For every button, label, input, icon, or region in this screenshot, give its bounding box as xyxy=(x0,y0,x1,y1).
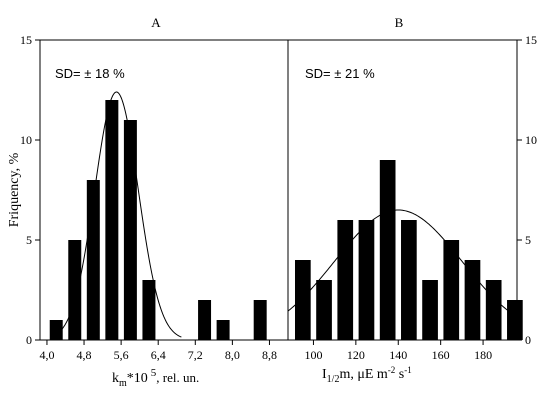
panel-a-title: A xyxy=(151,15,161,30)
panel-b-y-tick-label-3: 15 xyxy=(525,33,537,47)
panel-b-bar-8 xyxy=(464,260,481,340)
panel-b-x-tick-label-4: 180 xyxy=(474,348,492,362)
panel-a-y-tick-label-0: 0 xyxy=(26,333,32,347)
xlabel-b-rest2: s xyxy=(395,367,404,382)
panel-b-bar-10 xyxy=(507,300,523,340)
panel-a-x-tick-label-0: 4,0 xyxy=(39,348,54,362)
panel-a-y-tick-label-2: 10 xyxy=(20,133,32,147)
panel-a-x-tick-label-4: 7,2 xyxy=(188,348,203,362)
panel-b-y-tick-label-1: 5 xyxy=(525,233,531,247)
panel-a-fit-curve xyxy=(55,91,182,338)
panel-b-y-tick-label-0: 0 xyxy=(525,333,531,347)
panel-a-bar-0 xyxy=(49,320,63,340)
panel-a-sd-annotation: SD= ± 18 % xyxy=(55,66,125,81)
xlabel-a-sup: 5 xyxy=(151,367,157,379)
panel-a-x-tick-label-6: 8,8 xyxy=(262,348,277,362)
panel-b-bar-0 xyxy=(294,260,311,340)
panel-a-x-tick-label-3: 6,4 xyxy=(151,348,166,362)
panel-b-bar-7 xyxy=(443,240,460,340)
panel-a-x-tick-label-5: 8,0 xyxy=(225,348,240,362)
panel-b-bar-5 xyxy=(401,220,417,340)
panel-a-x-axis-label: km*10 5, rel. un. xyxy=(112,367,199,389)
xlabel-b-rest: m, μE m xyxy=(339,367,387,382)
panel-b-x-tick-label-1: 120 xyxy=(347,348,365,362)
y-axis-label: Friquency, % xyxy=(7,152,22,227)
panel-b-bar-2 xyxy=(337,220,354,340)
panel-b-x-tick-label-0: 100 xyxy=(304,348,322,362)
panel-b-fit-curve xyxy=(287,209,518,318)
panel-b-bar-9 xyxy=(485,280,502,340)
panel-a-bar-3 xyxy=(105,100,119,340)
panel-b-bar-6 xyxy=(422,280,438,340)
xlabel-b-sup2: -1 xyxy=(404,365,412,375)
panel-a-bar-4 xyxy=(123,120,137,340)
panel-a-x-tick-label-2: 5,6 xyxy=(114,348,129,362)
xlabel-b-main: I xyxy=(322,367,327,382)
panel-a-bar-7 xyxy=(216,320,230,340)
xlabel-b-sup: -2 xyxy=(388,365,396,375)
panel-a-bar-8 xyxy=(253,300,267,340)
xlabel-a-sub: m xyxy=(119,378,127,389)
panel-a-x-tick-label-1: 4,8 xyxy=(77,348,92,362)
panel-a-bar-6 xyxy=(198,300,212,340)
panel-b-x-tick-label-2: 140 xyxy=(389,348,407,362)
xlabel-b-sub: 1/2 xyxy=(327,374,340,385)
panel-a-y-tick-label-3: 15 xyxy=(20,33,32,47)
xlabel-a-main: k xyxy=(112,371,119,386)
panel-a-y-tick-label-1: 5 xyxy=(26,233,32,247)
panel-b-x-tick-label-3: 160 xyxy=(432,348,450,362)
panel-b-bar-1 xyxy=(316,280,332,340)
panel-a-bar-5 xyxy=(142,280,156,340)
xlabel-a-rest: *10 xyxy=(127,371,148,386)
panel-b-bar-3 xyxy=(358,220,375,340)
panel-b-y-tick-label-2: 10 xyxy=(525,133,537,147)
panel-a-bar-2 xyxy=(86,180,100,340)
xlabel-a-tail: , rel. un. xyxy=(156,370,199,385)
panel-b-title: B xyxy=(395,15,404,30)
panel-b-sd-annotation: SD= ± 21 % xyxy=(305,66,375,81)
panel-b-x-axis-label: I1/2m, μE m-2 s-1 xyxy=(322,365,412,385)
plot-frame xyxy=(39,39,518,341)
panel-b-bar-4 xyxy=(379,160,396,340)
panel-a-bar-1 xyxy=(68,240,82,340)
